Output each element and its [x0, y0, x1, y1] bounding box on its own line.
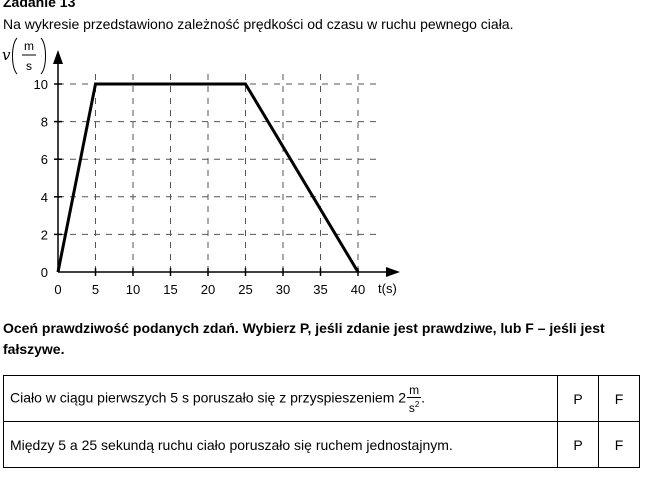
y-tick-label: 2 [41, 227, 48, 242]
x-tick-label: 35 [313, 282, 327, 297]
option-p[interactable]: P [557, 421, 599, 468]
x-tick-label: 30 [276, 282, 290, 297]
right-paren [40, 37, 46, 75]
grid [58, 68, 378, 272]
unit-num: m [407, 382, 422, 398]
ticks: 0 2 4 6 8 10 0 5 10 15 20 25 30 35 40 [34, 77, 366, 297]
y-tick-label: 4 [41, 190, 48, 205]
unit-den: s2 [408, 399, 420, 415]
velocity-line [56, 82, 360, 273]
statement-row: Ciało w ciągu pierwszych 5 s poruszało s… [3, 375, 640, 422]
option-f[interactable]: F [598, 375, 640, 422]
x-tick-label: 0 [54, 282, 61, 297]
unit-fraction: m s2 [407, 382, 422, 415]
option-f[interactable]: F [598, 421, 640, 468]
left-paren [12, 37, 18, 75]
statement-text: Między 5 a 25 sekundą ruchu ciało porusz… [3, 421, 558, 468]
instruction: Oceń prawdziwość podanych zdań. Wybierz … [3, 320, 605, 357]
statement-text: Ciało w ciągu pierwszych 5 s poruszało s… [3, 375, 558, 422]
y-tick-label: 6 [41, 152, 48, 167]
x-axis-arrow [386, 267, 400, 277]
x-tick-label: 40 [351, 282, 365, 297]
statements-table: Ciało w ciągu pierwszych 5 s poruszało s… [3, 375, 640, 468]
y-tick-label: 0 [41, 265, 48, 280]
x-tick-label: 20 [201, 282, 215, 297]
x-tick-label: 5 [92, 282, 99, 297]
y-unit-num: m [24, 39, 34, 53]
y-axis-symbol: v [2, 46, 11, 64]
task-title: Zadanie 13 [3, 0, 76, 10]
x-axis-label: t(s) [378, 281, 397, 296]
statement-1-text: Ciało w ciągu pierwszych 5 s poruszało s… [10, 389, 407, 406]
x-tick-label: 25 [238, 282, 252, 297]
y-tick-label: 8 [41, 115, 48, 130]
y-tick-label: 10 [34, 77, 48, 92]
x-tick-label: 10 [126, 282, 140, 297]
task-intro: Na wykresie przedstawiono zależność pręd… [3, 16, 514, 32]
y-axis-label: v m s [2, 37, 46, 75]
axes [53, 50, 400, 277]
x-tick-label: 15 [163, 282, 177, 297]
statement-row: Między 5 a 25 sekundą ruchu ciało porusz… [3, 421, 640, 468]
y-unit-den: s [26, 59, 32, 73]
series [56, 82, 360, 273]
option-p[interactable]: P [557, 375, 599, 422]
y-axis-arrow [53, 50, 63, 64]
velocity-time-graph: 0 2 4 6 8 10 0 5 10 15 20 25 30 35 40 v m s t(s) [2, 37, 400, 297]
